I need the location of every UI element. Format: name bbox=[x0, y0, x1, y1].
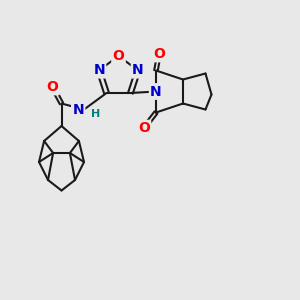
Text: N: N bbox=[132, 63, 144, 77]
Text: O: O bbox=[112, 49, 124, 63]
Text: N: N bbox=[72, 103, 84, 116]
Text: O: O bbox=[138, 121, 150, 135]
Text: H: H bbox=[91, 109, 100, 119]
Text: O: O bbox=[153, 47, 165, 61]
Text: O: O bbox=[46, 80, 58, 94]
Text: N: N bbox=[93, 63, 105, 77]
Text: N: N bbox=[150, 85, 162, 98]
